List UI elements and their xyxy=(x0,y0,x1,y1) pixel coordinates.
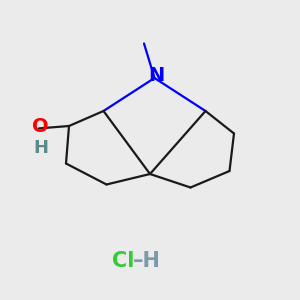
Text: –H: –H xyxy=(133,251,161,271)
Text: O: O xyxy=(32,117,49,136)
Text: Cl: Cl xyxy=(112,251,134,271)
Text: N: N xyxy=(148,66,164,85)
Text: H: H xyxy=(33,139,48,157)
